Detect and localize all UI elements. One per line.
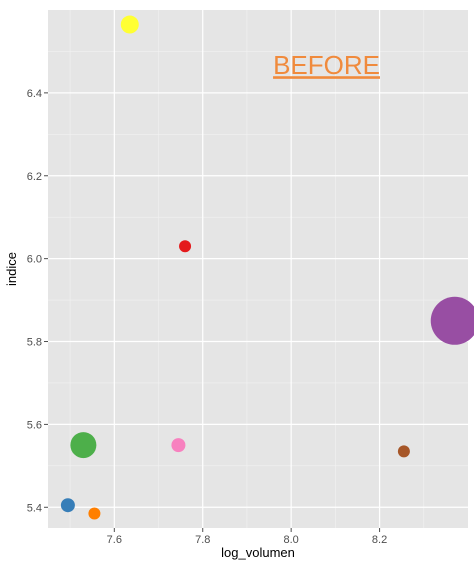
plot-panel bbox=[48, 10, 468, 528]
data-point bbox=[397, 445, 410, 458]
grid-layer bbox=[48, 10, 468, 528]
y-tick-label: 6.4 bbox=[27, 88, 42, 100]
x-tick-label: 8.2 bbox=[372, 534, 387, 546]
x-tick-label: 8.0 bbox=[284, 534, 299, 546]
data-point bbox=[430, 296, 474, 345]
data-point bbox=[179, 240, 192, 253]
data-point bbox=[60, 498, 75, 513]
data-point bbox=[70, 432, 97, 459]
y-tick-label: 5.6 bbox=[27, 419, 42, 431]
y-tick-label: 5.8 bbox=[27, 337, 42, 349]
points-layer bbox=[60, 15, 474, 520]
x-tick-label: 7.6 bbox=[107, 534, 122, 546]
y-tick-label: 6.2 bbox=[27, 171, 42, 183]
x-tick-label: 7.8 bbox=[195, 534, 210, 546]
data-point bbox=[171, 438, 186, 453]
x-axis-title: log_volumen bbox=[221, 545, 295, 560]
data-point bbox=[88, 507, 101, 520]
data-point bbox=[120, 15, 139, 34]
y-tick-label: 6.0 bbox=[27, 254, 42, 266]
ticks-layer: 7.6 7.8 8.0 8.2 5.4 5.6 5.8 6.0 6.2 6.4 bbox=[27, 88, 388, 546]
y-axis-title: indice bbox=[4, 252, 19, 286]
y-tick-label: 5.4 bbox=[27, 502, 42, 514]
before-annotation: BEFORE bbox=[273, 50, 380, 80]
